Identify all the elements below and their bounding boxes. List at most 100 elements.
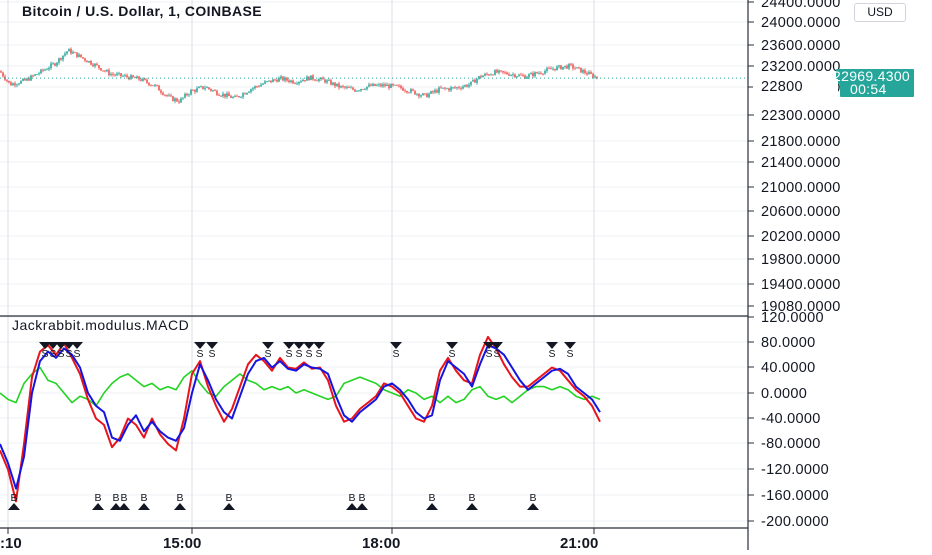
candle-body (558, 65, 560, 67)
candle-body (240, 96, 242, 98)
candle-body (72, 52, 74, 54)
candle-body (524, 75, 526, 79)
candle-body (10, 82, 12, 86)
candle-body (50, 63, 52, 69)
candle-body (94, 63, 96, 67)
macd-tick-label: -160.0000 (761, 488, 829, 504)
candle-body (138, 76, 140, 80)
candle-body (332, 82, 334, 85)
candle-body (110, 74, 112, 76)
candle-body (32, 75, 34, 77)
candle-body (536, 72, 538, 74)
sell-arrow (303, 342, 315, 349)
sell-label: S (316, 348, 323, 360)
price-axis[interactable]: 24400.0000 24000.0000 23600.0000 23200.0000… (748, 0, 841, 315)
candle-body (268, 80, 270, 82)
sell-label: S (286, 348, 293, 360)
candle-body (92, 64, 94, 67)
buy-arrow (466, 503, 478, 510)
candle-body (442, 87, 444, 89)
candle-body (466, 85, 468, 87)
sell-arrow (313, 342, 325, 349)
candle-body (398, 85, 400, 87)
candle-body (230, 96, 232, 98)
candle-body (414, 90, 416, 95)
macd-axis[interactable]: 120.0000 80.0000 40.0000 0.0000 -40.0000 -80.… (748, 310, 829, 530)
buy-arrow (223, 503, 235, 510)
sell-label: S (494, 348, 501, 360)
candle-body (542, 73, 544, 75)
candle-body (136, 76, 138, 79)
candle-body (548, 68, 550, 70)
candle-body (216, 90, 218, 95)
candle-body (468, 84, 470, 87)
candle-body (460, 88, 462, 89)
price-tick-label: 24400.0000 (761, 0, 841, 11)
candle-body (478, 76, 480, 80)
candle-body (48, 68, 50, 70)
candle-body (370, 84, 372, 86)
candle-body (132, 75, 134, 78)
candle-body (44, 69, 46, 71)
candle-body (506, 72, 508, 75)
candle-body (234, 95, 236, 97)
candle-body (532, 73, 534, 77)
candle-body (292, 80, 294, 84)
candle-body (22, 78, 24, 81)
candle-body (326, 80, 328, 83)
candle-body (260, 84, 262, 87)
time-tick-label: :10 (0, 535, 22, 550)
candle-body (210, 88, 212, 91)
symbol-title[interactable]: Bitcoin / U.S. Dollar, 1, COINBASE (22, 3, 262, 19)
time-axis[interactable]: :10 15:00 18:00 21:00 (0, 528, 598, 552)
candle-body (538, 72, 540, 74)
candle-body (518, 74, 520, 77)
sell-arrow (546, 342, 558, 349)
candle-body (294, 83, 296, 85)
candle-body (266, 81, 268, 82)
sell-label: S (66, 348, 73, 360)
candle-body (262, 83, 264, 85)
candle-body (324, 79, 326, 83)
candle-body (68, 48, 70, 52)
candle-body (232, 96, 234, 98)
candle-body (462, 86, 464, 89)
candle-body (252, 88, 254, 90)
candle-body (526, 77, 528, 79)
candle-body (238, 96, 240, 98)
candle-body (586, 73, 588, 75)
candle-body (188, 94, 190, 96)
candle-body (64, 53, 66, 56)
candle-body (160, 90, 162, 93)
candle-body (124, 75, 126, 77)
candle-body (360, 89, 362, 91)
candle-body (122, 75, 124, 77)
candle-body (544, 71, 546, 74)
candle-body (546, 68, 548, 72)
macd-tick-label: -200.0000 (761, 514, 829, 530)
indicator-title[interactable]: Jackrabbit.modulus.MACD (12, 317, 189, 333)
candle-body (12, 83, 14, 86)
candle-body (258, 86, 260, 88)
candle-body (46, 69, 48, 71)
candle-body (420, 95, 422, 97)
buy-label: B (95, 492, 102, 504)
candle-body (202, 86, 204, 89)
candle-body (418, 93, 420, 97)
candle-body (448, 88, 450, 91)
candle-body (176, 98, 178, 102)
candle-body (406, 91, 408, 93)
currency-button[interactable]: USD (854, 3, 906, 22)
macd-tick-label: 0.0000 (761, 386, 807, 402)
candle-body (290, 80, 292, 83)
histogram-line (0, 366, 601, 407)
candle-body (116, 73, 118, 76)
candle-body (416, 93, 418, 95)
candle-body (436, 90, 438, 93)
buy-arrow (8, 503, 20, 510)
grid-lines (0, 0, 748, 528)
candle-body (58, 58, 60, 63)
candle-body (274, 79, 276, 81)
candle-body (52, 63, 54, 65)
